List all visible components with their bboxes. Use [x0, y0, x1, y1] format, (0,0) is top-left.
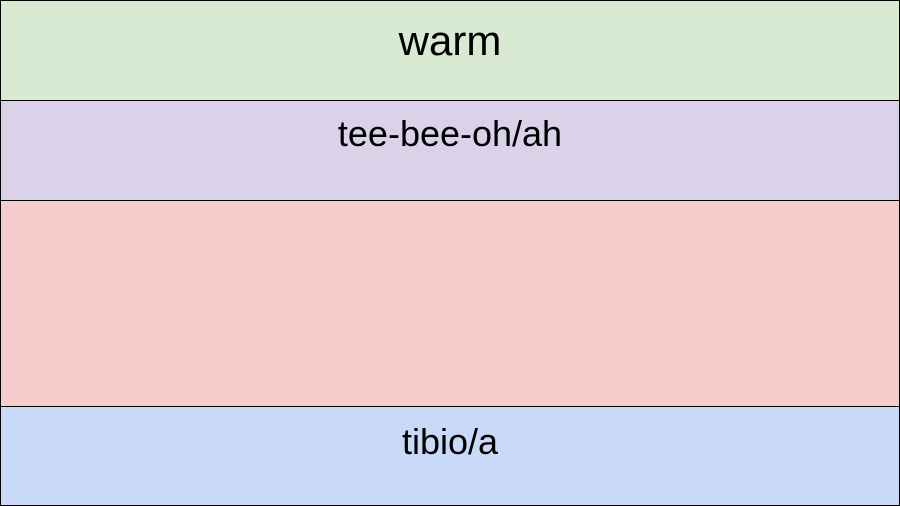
red-band — [0, 200, 900, 407]
row-label: tibio/a — [401, 421, 499, 462]
green-band: warm — [0, 0, 900, 101]
blue-band: tibio/a — [0, 406, 900, 506]
row-label: tee-bee-oh/ah — [337, 113, 563, 154]
purple-band: tee-bee-oh/ah — [0, 100, 900, 201]
row-label: warm — [398, 17, 502, 64]
